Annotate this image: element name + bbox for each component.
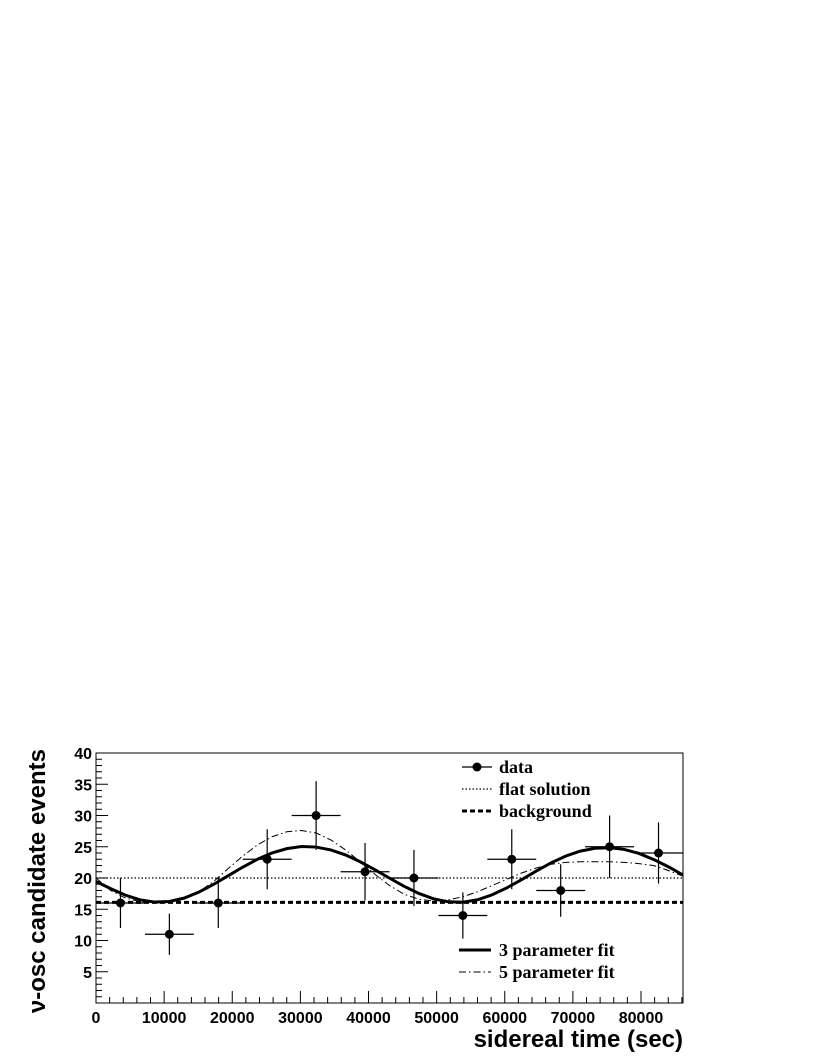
x-tick-label: 70000	[551, 1010, 596, 1027]
y-tick-label: 10	[74, 934, 92, 951]
axis-tick-labels: 5 10 15 20 25 30 35 40 0 10000 20000 30000 40000 5000…	[74, 746, 663, 1027]
data-point	[409, 873, 419, 883]
data-point-group	[340, 843, 390, 901]
data-point	[458, 911, 468, 920]
data-point	[654, 848, 664, 858]
legend-label: flat solution	[499, 779, 591, 799]
data-point	[556, 886, 566, 895]
y-tick-label: 15	[74, 902, 92, 919]
x-tick-label: 20000	[210, 1010, 255, 1027]
y-tick-label: 20	[74, 871, 92, 888]
legend-label: background	[499, 801, 592, 821]
legend-entry-background: background	[462, 801, 592, 821]
y-tick-label: 5	[83, 965, 92, 982]
legend-entry-3-parameter-fit: 3 parameter fit	[459, 940, 615, 960]
data-point-group	[585, 815, 635, 878]
data-point-group	[536, 864, 586, 917]
x-tick-label: 80000	[619, 1010, 664, 1027]
x-tick-label: 50000	[414, 1010, 459, 1027]
y-tick-label: 30	[74, 809, 92, 826]
x-axis-label: sidereal time (sec)	[474, 1026, 683, 1053]
x-tick-label: 10000	[142, 1010, 187, 1027]
data-point-group	[634, 822, 683, 884]
legend-entry-flat-solution: flat solution	[462, 779, 591, 799]
legend-upper: data flat solution background	[462, 757, 592, 821]
y-axis-label: ν-osc candidate events	[24, 749, 51, 1013]
data-point	[507, 854, 517, 864]
axis-ticks	[95, 752, 683, 1004]
data-point-group	[242, 829, 292, 890]
data-point	[164, 929, 174, 939]
data-point-group	[389, 849, 439, 907]
data-point	[262, 854, 272, 864]
data-point-group	[144, 913, 194, 955]
legend-lower: 3 parameter fit 5 parameter fit	[459, 940, 615, 982]
data-point-group	[291, 781, 341, 850]
legend-entry-data: data	[462, 757, 533, 777]
x-tick-label: 60000	[483, 1010, 528, 1027]
plot-area	[95, 781, 684, 955]
data-point	[115, 898, 125, 908]
y-tick-label: 25	[74, 840, 92, 857]
five-parameter-fit-curve	[95, 829, 684, 903]
legend-label: data	[499, 757, 533, 777]
y-tick-label: 35	[74, 777, 92, 794]
legend-label: 5 parameter fit	[499, 962, 615, 982]
data-point	[360, 867, 370, 877]
x-tick-label: 30000	[278, 1010, 323, 1027]
data-point-group	[487, 829, 537, 890]
data-point-group	[96, 878, 145, 928]
data-point	[213, 898, 223, 908]
data-point	[311, 811, 321, 820]
data-point-group	[438, 892, 488, 939]
data-point	[605, 842, 615, 852]
y-tick-label: 40	[74, 746, 92, 763]
legend-label: 3 parameter fit	[499, 940, 615, 960]
x-tick-label: 40000	[346, 1010, 391, 1027]
data-point-group	[193, 878, 243, 928]
three-parameter-fit-curve	[95, 845, 684, 904]
legend-entry-5-parameter-fit: 5 parameter fit	[459, 962, 615, 982]
x-tick-label: 0	[92, 1010, 101, 1027]
